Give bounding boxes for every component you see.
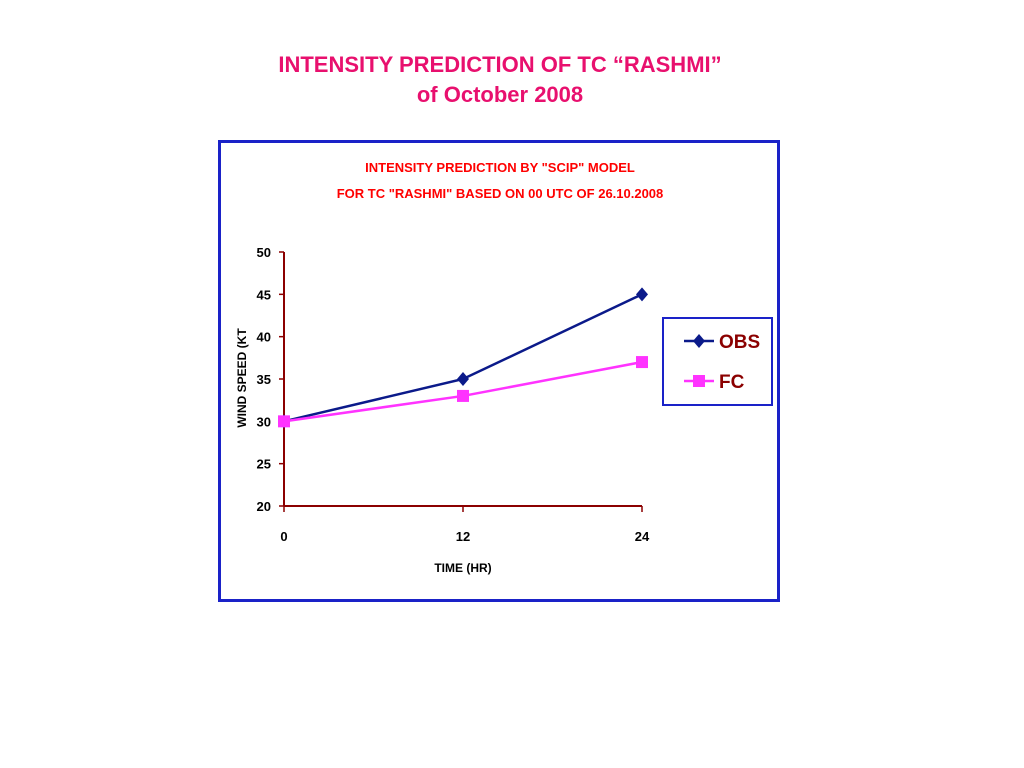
slide-title-line2: of October 2008 — [416, 82, 584, 107]
axes-group: 20 25 30 35 40 45 50 0 12 24 — [257, 245, 650, 544]
legend-label-obs: OBS — [719, 332, 760, 353]
x-tick-label: 0 — [280, 529, 287, 544]
y-tick-label: 20 — [257, 499, 271, 514]
legend-marker-obs — [693, 334, 705, 348]
y-tick-label: 30 — [257, 414, 271, 429]
y-tick-label: 35 — [257, 372, 271, 387]
legend-marker-fc — [693, 375, 705, 387]
x-tick-label: 12 — [456, 529, 470, 544]
data-point-obs — [636, 287, 648, 302]
chart-title-line2: FOR TC "RASHMI" BASED ON 00 UTC OF 26.10… — [337, 186, 664, 201]
data-point-fc — [278, 415, 290, 428]
data-point-obs — [457, 372, 469, 386]
x-tick-label: 24 — [635, 529, 650, 544]
x-axis-title: TIME (HR) — [434, 561, 491, 575]
y-tick-label: 50 — [257, 245, 271, 260]
legend: OBS FC — [662, 317, 773, 406]
series-line-obs — [283, 293, 643, 423]
legend-box — [662, 317, 773, 406]
y-tick-label: 40 — [257, 330, 271, 345]
chart-title-line1: INTENSITY PREDICTION BY "SCIP" MODEL — [365, 160, 635, 175]
y-tick-label: 25 — [257, 457, 271, 472]
legend-label-fc: FC — [719, 372, 745, 393]
y-tick-label: 45 — [257, 287, 271, 302]
y-axis-title: WIND SPEED (KT — [235, 328, 249, 428]
slide-title-line1: INTENSITY PREDICTION OF TC “RASHMI” — [278, 52, 722, 77]
data-point-fc — [636, 356, 648, 369]
series-group — [278, 287, 648, 429]
data-point-fc — [457, 389, 469, 402]
